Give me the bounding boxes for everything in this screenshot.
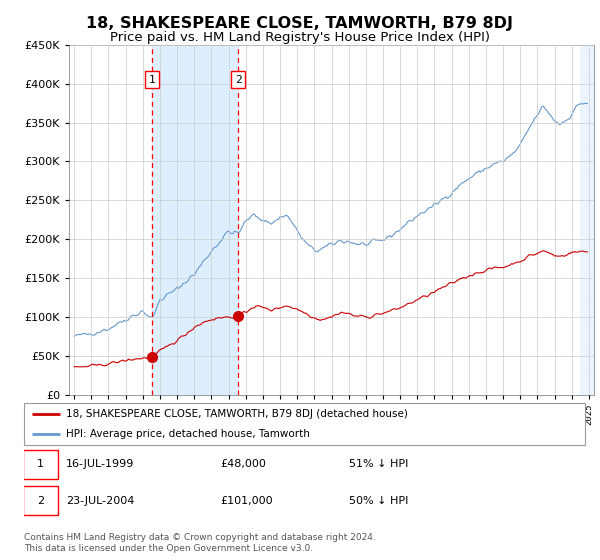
Text: 2: 2 <box>37 496 44 506</box>
Text: Price paid vs. HM Land Registry's House Price Index (HPI): Price paid vs. HM Land Registry's House … <box>110 31 490 44</box>
Text: 23-JUL-2004: 23-JUL-2004 <box>66 496 134 506</box>
Text: £101,000: £101,000 <box>220 496 273 506</box>
Text: 50% ↓ HPI: 50% ↓ HPI <box>349 496 409 506</box>
Text: 18, SHAKESPEARE CLOSE, TAMWORTH, B79 8DJ: 18, SHAKESPEARE CLOSE, TAMWORTH, B79 8DJ <box>86 16 514 31</box>
Bar <box>152 45 238 395</box>
Text: 51% ↓ HPI: 51% ↓ HPI <box>349 459 409 469</box>
Text: 1: 1 <box>37 459 44 469</box>
Text: 18, SHAKESPEARE CLOSE, TAMWORTH, B79 8DJ (detached house): 18, SHAKESPEARE CLOSE, TAMWORTH, B79 8DJ… <box>66 409 408 419</box>
Text: 2: 2 <box>235 75 242 85</box>
Text: £48,000: £48,000 <box>220 459 266 469</box>
FancyBboxPatch shape <box>23 450 58 479</box>
Text: 16-JUL-1999: 16-JUL-1999 <box>66 459 134 469</box>
FancyBboxPatch shape <box>24 403 585 445</box>
Bar <box>580 45 594 395</box>
FancyBboxPatch shape <box>23 486 58 515</box>
Text: HPI: Average price, detached house, Tamworth: HPI: Average price, detached house, Tamw… <box>66 430 310 439</box>
Text: Contains HM Land Registry data © Crown copyright and database right 2024.
This d: Contains HM Land Registry data © Crown c… <box>24 533 376 553</box>
Text: 1: 1 <box>149 75 155 85</box>
